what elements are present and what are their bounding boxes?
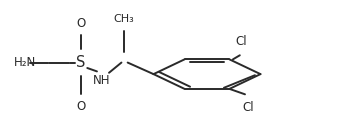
- Text: Cl: Cl: [236, 35, 247, 48]
- Text: Cl: Cl: [243, 101, 254, 114]
- Text: O: O: [77, 17, 86, 30]
- Text: S: S: [76, 55, 86, 70]
- Text: H₂N: H₂N: [14, 56, 36, 69]
- Text: O: O: [77, 100, 86, 113]
- Text: CH₃: CH₃: [114, 14, 135, 24]
- Text: NH: NH: [93, 74, 111, 87]
